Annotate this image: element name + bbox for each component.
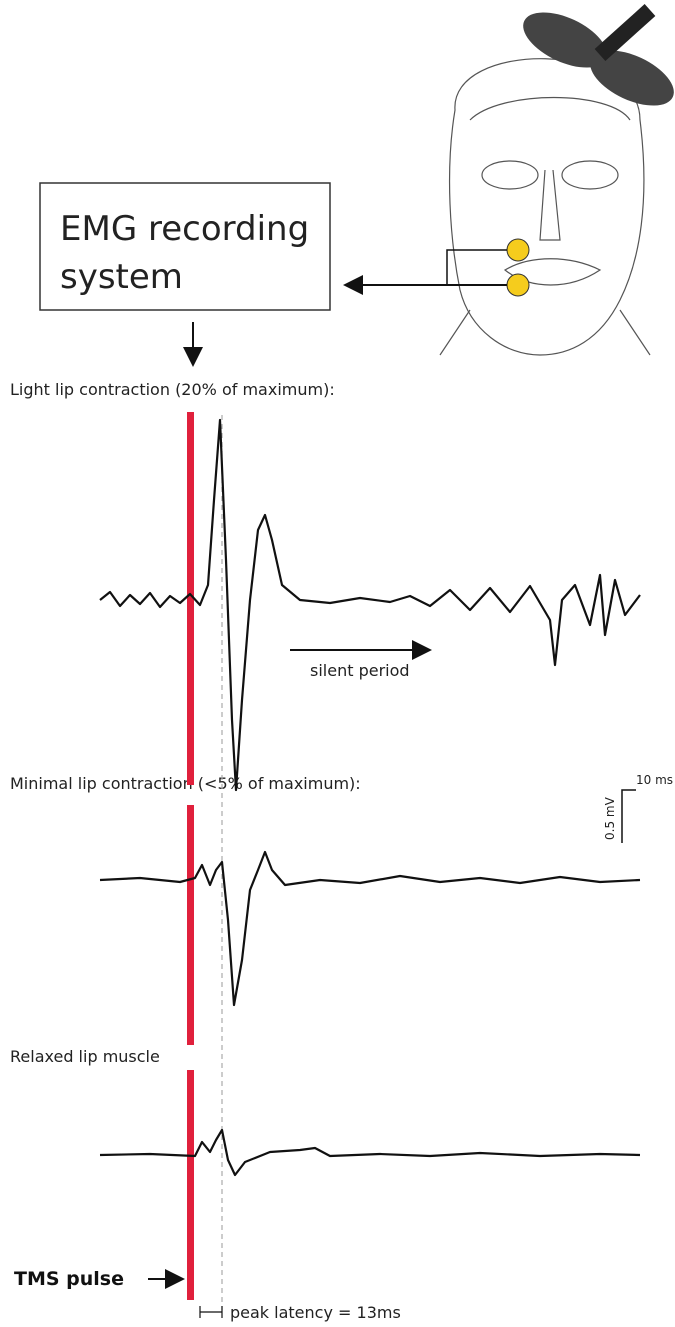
face-illustration <box>439 58 651 356</box>
box-label: EMG recording <box>60 209 309 249</box>
latency-bracket <box>199 1306 223 1318</box>
emg-trace <box>99 1128 641 1177</box>
scale-bar: 10 ms 0.5 mV <box>603 773 673 843</box>
panel-title: Relaxed lip muscle <box>10 1047 160 1066</box>
scale-amplitude: 0.5 mV <box>603 796 617 840</box>
latency-label: peak latency = 13ms <box>230 1303 401 1322</box>
panel-title: Minimal lip contraction (<5% of maximum)… <box>10 774 361 793</box>
tms-bar <box>187 805 194 1045</box>
emg-trace <box>99 850 641 1007</box>
scale-time: 10 ms <box>636 773 673 787</box>
stimulus-label: TMS pulse <box>14 1268 124 1290</box>
panel-title: Light lip contraction (20% of maximum): <box>10 380 335 399</box>
tms-bar <box>187 1070 194 1300</box>
lead-wire <box>446 249 507 285</box>
tms-coil <box>523 4 674 106</box>
electrode <box>506 273 530 297</box>
tms-bar <box>187 412 194 785</box>
emg-box <box>39 182 331 311</box>
box-label: system <box>60 257 183 297</box>
emg-trace <box>99 418 641 792</box>
electrode <box>506 238 530 262</box>
annotation: silent period <box>310 661 410 680</box>
